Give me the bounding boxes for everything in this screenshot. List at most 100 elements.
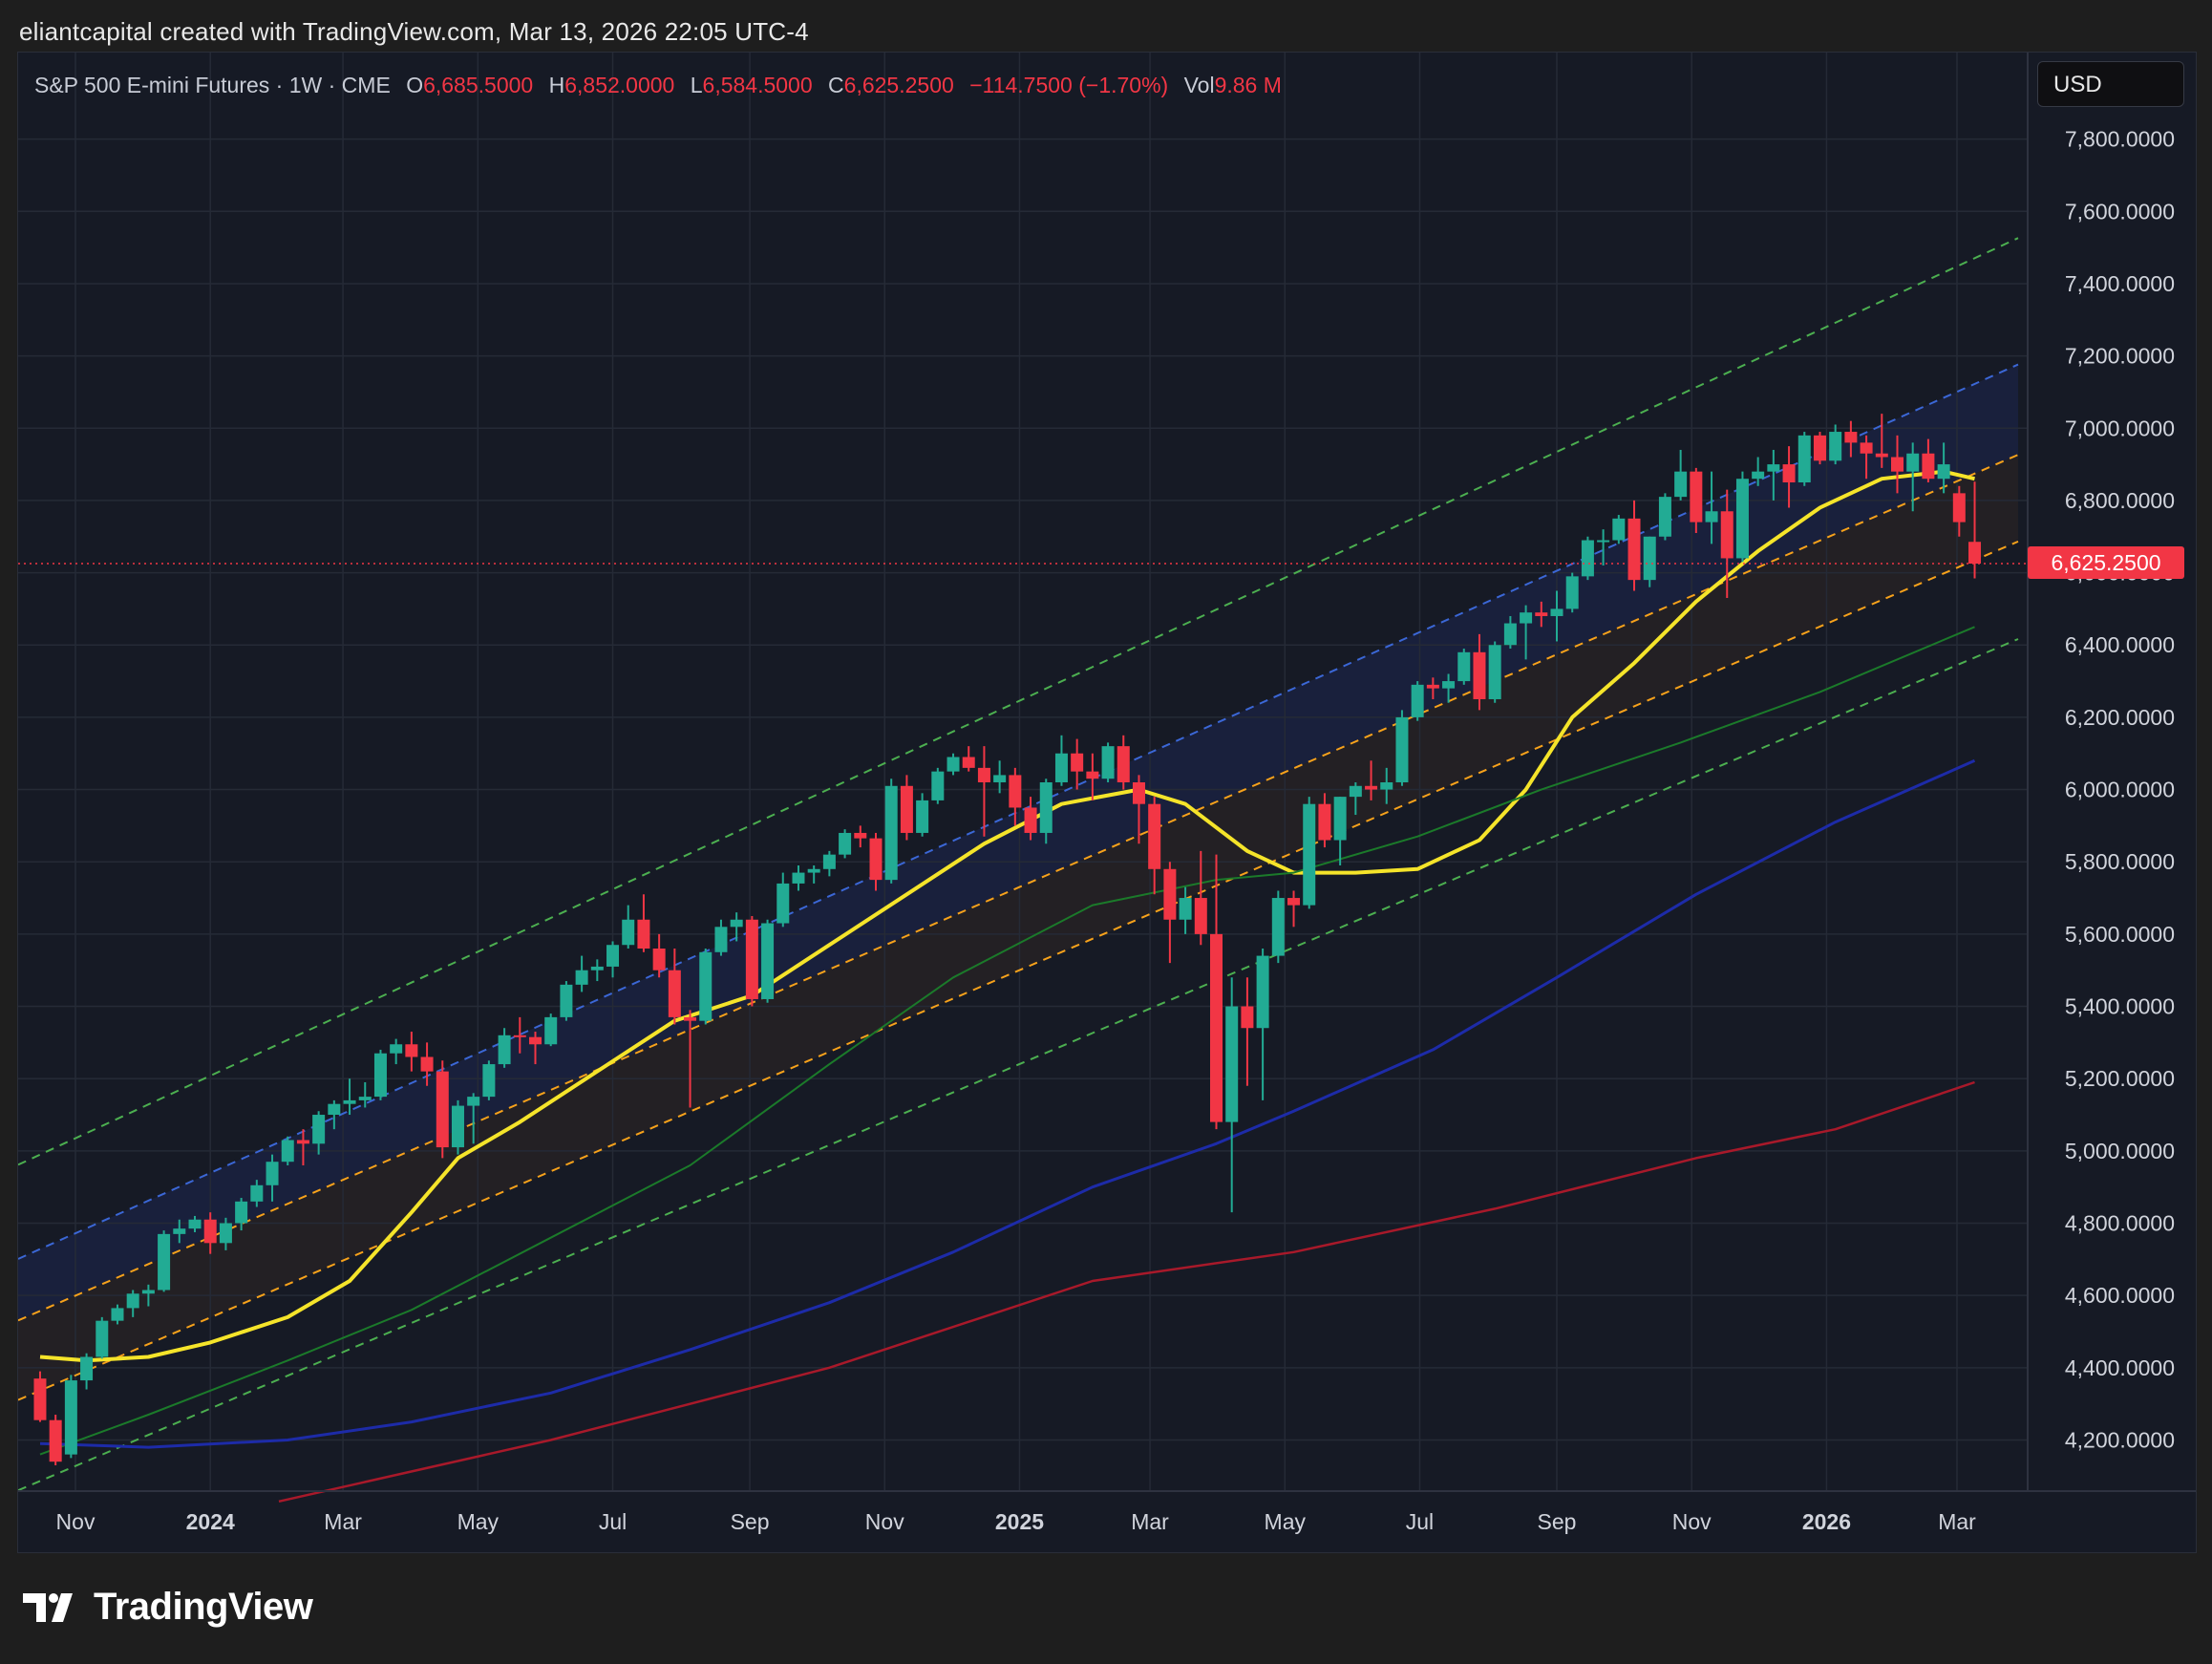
open-label: O (406, 73, 424, 97)
candle-body (451, 1105, 464, 1148)
candle-body (1752, 471, 1765, 480)
time-tick-label: Mar (1131, 1509, 1169, 1534)
moving-average-red (278, 1080, 1975, 1504)
candle-body (916, 800, 929, 833)
candle-body (126, 1293, 139, 1309)
time-tick-label: 2026 (1802, 1509, 1851, 1534)
price-tick-label: 4,400.0000 (2065, 1355, 2175, 1380)
price-tick-label: 5,400.0000 (2065, 994, 2175, 1019)
price-tick-label: 6,400.0000 (2065, 632, 2175, 657)
channel-upper-line (18, 363, 2019, 1260)
price-tick-label: 6,200.0000 (2065, 705, 2175, 730)
candle-body (482, 1064, 496, 1098)
candle-body (977, 767, 990, 782)
price-tick-label: 6,800.0000 (2065, 488, 2175, 513)
candle-body (1426, 684, 1439, 689)
candle-body (203, 1219, 217, 1244)
candle-body (1597, 540, 1610, 543)
price-tick-label: 4,600.0000 (2065, 1283, 2175, 1308)
candle-body (1720, 511, 1733, 559)
time-tick-label: Nov (1672, 1509, 1712, 1534)
candle-body (1782, 464, 1796, 483)
candle-body (1225, 1006, 1239, 1122)
candle-body (839, 832, 852, 855)
price-tick-label: 5,200.0000 (2065, 1066, 2175, 1091)
candle-body (1365, 785, 1378, 790)
candle-body (1256, 955, 1269, 1029)
candle-body (1179, 898, 1192, 920)
price-chart[interactable]: 7,800.0000 7,600.0000 7,400.0000 7,200.0000… (18, 53, 2196, 1552)
candle-body (219, 1223, 232, 1244)
candle-body (358, 1097, 372, 1100)
candle-body (1890, 457, 1904, 472)
candle-body (1117, 746, 1130, 782)
candle-body (405, 1044, 418, 1057)
candle-body (1906, 453, 1920, 472)
candle-body (1627, 518, 1641, 581)
change-value: −114.7500 (−1.70%) (969, 73, 1169, 97)
candle-body (652, 949, 666, 971)
candle-body (544, 1016, 558, 1045)
time-tick-label: Nov (865, 1509, 904, 1534)
candle-body (1535, 612, 1548, 616)
high-value: 6,852.0000 (564, 73, 675, 97)
candle-body (1565, 576, 1579, 609)
time-tick-label: May (1265, 1509, 1307, 1534)
candle-body (1303, 803, 1316, 906)
candle-body (158, 1233, 171, 1291)
candle-body (1797, 435, 1811, 483)
candle-body (1380, 781, 1393, 790)
high-label: H (548, 73, 565, 97)
candle-body (235, 1201, 248, 1224)
candle-body (33, 1378, 47, 1420)
price-tick-label: 7,000.0000 (2065, 416, 2175, 440)
candle-body (1643, 536, 1656, 581)
candle-body (822, 854, 836, 869)
candle-body (807, 868, 820, 873)
candle-body (1844, 432, 1858, 443)
candle-body (436, 1071, 449, 1148)
candle-body (141, 1290, 155, 1294)
candle-body (869, 838, 883, 881)
candle-body (792, 872, 805, 884)
candle-body (1086, 771, 1099, 779)
candle-body (1520, 612, 1533, 624)
candle-body (467, 1097, 480, 1106)
candle-body (1101, 746, 1115, 779)
candle-body (1411, 684, 1424, 717)
candle-body (373, 1053, 387, 1098)
time-tick-label: Mar (324, 1509, 362, 1534)
candle-body (730, 919, 743, 928)
candle-body (900, 785, 913, 833)
candle-body (1473, 651, 1486, 699)
candle-body (49, 1419, 62, 1462)
candle-body (606, 945, 620, 967)
candle-body (1349, 785, 1362, 798)
time-tick-label: Jul (599, 1509, 627, 1534)
candle-body (854, 832, 867, 839)
candle-body (1287, 898, 1301, 906)
tradingview-logo: TradingView (23, 1586, 313, 1629)
candle-body (390, 1044, 403, 1054)
candle-body (1163, 868, 1177, 920)
tradingview-logo-icon (23, 1592, 73, 1622)
candle-body (1968, 542, 1982, 565)
candle-body (668, 970, 681, 1017)
candle-body (714, 927, 728, 952)
candle-body (1318, 803, 1331, 841)
chart-panel[interactable]: 7,800.0000 7,600.0000 7,400.0000 7,200.0000… (17, 52, 2197, 1553)
low-label: L (690, 73, 703, 97)
candle-body (745, 919, 758, 999)
candle-body (993, 775, 1007, 782)
channel-outer-upper-line (18, 237, 2019, 1166)
candle-body (761, 923, 775, 999)
candle-body (250, 1184, 264, 1202)
candle-body (64, 1380, 77, 1455)
currency-button[interactable]: USD (2037, 61, 2184, 107)
candle-body (1952, 493, 1966, 523)
symbol-title[interactable]: S&P 500 E-mini Futures · 1W · CME (34, 73, 391, 97)
candle-body (776, 883, 790, 924)
candle-body (1039, 781, 1053, 833)
candle-body (931, 771, 945, 800)
logo-text: TradingView (94, 1586, 313, 1628)
